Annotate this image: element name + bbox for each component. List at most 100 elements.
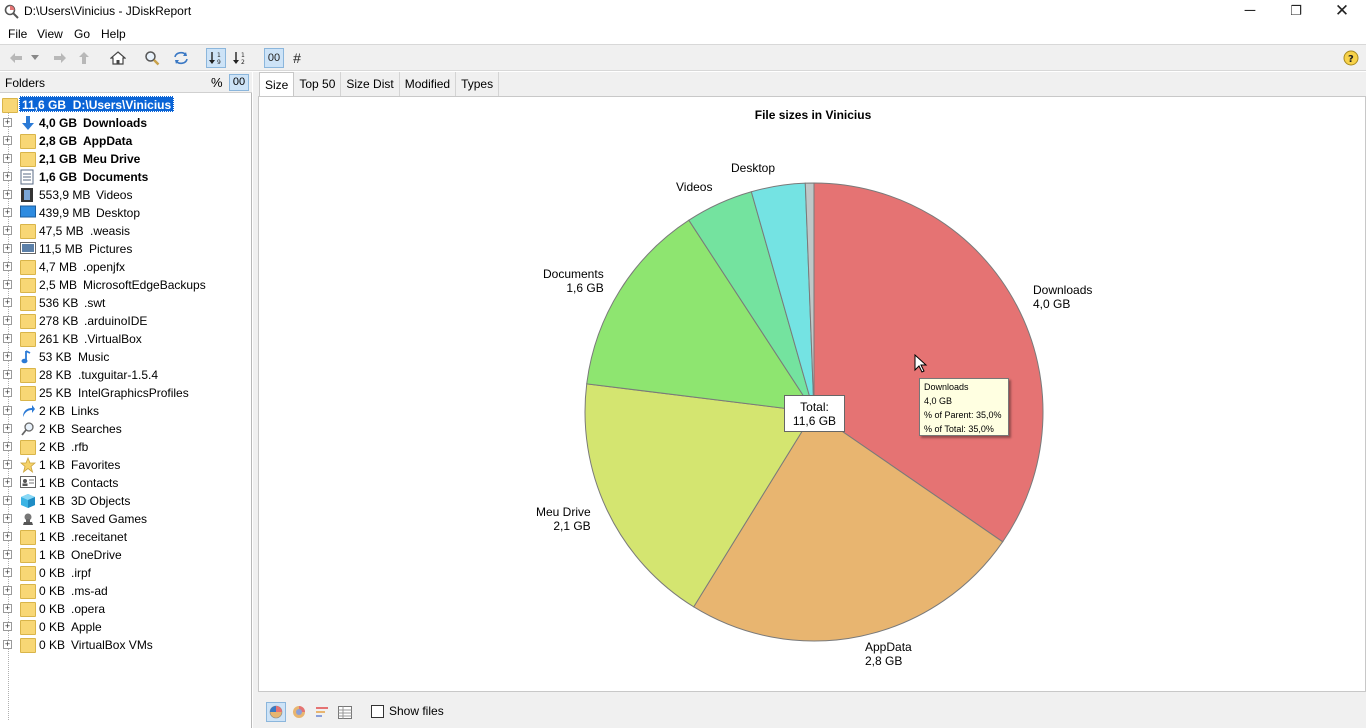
expand-icon[interactable]: + xyxy=(3,171,12,181)
expand-icon[interactable]: + xyxy=(3,243,12,253)
expand-icon[interactable]: + xyxy=(3,117,12,127)
tree-root[interactable]: 11,6 GB D:\Users\Vinicius xyxy=(0,96,250,114)
expand-icon[interactable]: + xyxy=(3,639,12,649)
tree-row[interactable]: +1 KB Saved Games xyxy=(0,510,250,528)
tab-types[interactable]: Types xyxy=(456,72,500,96)
tree-row[interactable]: +47,5 MB .weasis xyxy=(0,222,250,240)
close-button[interactable]: ✕ xyxy=(1334,1,1350,20)
expand-icon[interactable]: + xyxy=(3,621,12,631)
pie-slice-appdata[interactable] xyxy=(693,411,1004,642)
tree-row[interactable]: +1 KB 3D Objects xyxy=(0,492,250,510)
pie-chart-icon[interactable] xyxy=(266,702,286,722)
bar-chart-icon[interactable] xyxy=(312,702,332,722)
tree-row[interactable]: +0 KB .ms-ad xyxy=(0,582,250,600)
maximize-button[interactable]: ❐ xyxy=(1290,3,1302,18)
tab-size-dist[interactable]: Size Dist xyxy=(341,72,400,96)
tree-row[interactable]: +439,9 MB Desktop xyxy=(0,204,250,222)
expand-icon[interactable]: + xyxy=(3,369,12,379)
expand-icon[interactable]: + xyxy=(3,603,12,613)
tab-modified[interactable]: Modified xyxy=(400,72,457,96)
expand-icon[interactable]: + xyxy=(3,531,12,541)
show-files-checkbox[interactable] xyxy=(371,704,384,718)
tree-row[interactable]: +536 KB .swt xyxy=(0,294,250,312)
tree-row[interactable]: +2,5 MB MicrosoftEdgeBackups xyxy=(0,276,250,294)
expand-icon[interactable]: + xyxy=(3,207,12,217)
app-icon xyxy=(4,4,19,19)
tree-row[interactable]: +2 KB Searches xyxy=(0,420,250,438)
expand-icon[interactable]: + xyxy=(3,477,12,487)
tree-row[interactable]: +0 KB .irpf xyxy=(0,564,250,582)
tree-row[interactable]: +0 KB VirtualBox VMs xyxy=(0,636,250,654)
menu-go[interactable]: Go xyxy=(74,27,91,41)
size-format-button[interactable]: 00 xyxy=(264,48,284,68)
tree-row[interactable]: +28 KB .tuxguitar-1.5.4 xyxy=(0,366,250,384)
help-icon[interactable]: ? xyxy=(1341,48,1361,68)
expand-icon[interactable]: + xyxy=(3,495,12,505)
pie-slice-meu-drive[interactable] xyxy=(584,383,815,608)
tree-row[interactable]: +1 KB .receitanet xyxy=(0,528,250,546)
pie-slice-downloads[interactable] xyxy=(813,182,1044,543)
tree-row[interactable]: +1 KB OneDrive xyxy=(0,546,250,564)
minimize-button[interactable]: ─ xyxy=(1244,2,1256,19)
table-icon[interactable] xyxy=(335,702,355,722)
menu-help[interactable]: Help xyxy=(101,27,126,41)
expand-icon[interactable]: + xyxy=(3,279,12,289)
expand-icon[interactable]: + xyxy=(3,153,12,163)
expand-icon[interactable]: + xyxy=(3,423,12,433)
percent-toggle[interactable]: % xyxy=(211,75,223,90)
tree-row[interactable]: +2,1 GB Meu Drive xyxy=(0,150,250,168)
forward-icon[interactable] xyxy=(50,48,70,68)
expand-icon[interactable]: + xyxy=(3,405,12,415)
expand-icon[interactable]: + xyxy=(3,513,12,523)
expand-icon[interactable]: + xyxy=(3,387,12,397)
ring-chart-icon[interactable] xyxy=(289,702,309,722)
tab-top-50[interactable]: Top 50 xyxy=(294,72,342,96)
tree-row[interactable]: +553,9 MB Videos xyxy=(0,186,250,204)
menu-view[interactable]: View xyxy=(37,27,63,41)
expand-icon[interactable]: + xyxy=(3,549,12,559)
tree-row[interactable]: +53 KB Music xyxy=(0,348,250,366)
tree-row[interactable]: +0 KB Apple xyxy=(0,618,250,636)
tree-row[interactable]: +1,6 GB Documents xyxy=(0,168,250,186)
tree-row[interactable]: +25 KB IntelGraphicsProfiles xyxy=(0,384,250,402)
expand-icon[interactable]: + xyxy=(3,333,12,343)
up-icon[interactable] xyxy=(74,48,94,68)
refresh-icon[interactable] xyxy=(171,48,191,68)
tree-row[interactable]: +11,5 MB Pictures xyxy=(0,240,250,258)
tab-size[interactable]: Size xyxy=(259,72,295,96)
tree-row[interactable]: +1 KB Contacts xyxy=(0,474,250,492)
tree-row[interactable]: +1 KB Favorites xyxy=(0,456,250,474)
expand-icon[interactable]: + xyxy=(3,315,12,325)
tree-row[interactable]: +4,7 MB .openjfx xyxy=(0,258,250,276)
expand-icon[interactable]: + xyxy=(3,459,12,469)
expand-icon[interactable]: + xyxy=(3,351,12,361)
show-files-toggle[interactable]: Show files xyxy=(371,704,444,718)
search-icon[interactable] xyxy=(142,48,162,68)
tree-row[interactable]: +261 KB .VirtualBox xyxy=(0,330,250,348)
tree-row[interactable]: +2,8 GB AppData xyxy=(0,132,250,150)
size-toggle[interactable]: 00 xyxy=(229,74,249,91)
tree-row[interactable]: +278 KB .arduinoIDE xyxy=(0,312,250,330)
home-icon[interactable] xyxy=(108,48,128,68)
menu-file[interactable]: File xyxy=(8,27,28,41)
expand-icon[interactable]: + xyxy=(3,189,12,199)
count-format-button[interactable]: # xyxy=(293,50,301,66)
expand-icon[interactable]: + xyxy=(3,225,12,235)
expand-icon[interactable]: + xyxy=(3,585,12,595)
tree-row[interactable]: +2 KB .rfb xyxy=(0,438,250,456)
expand-icon[interactable]: + xyxy=(3,297,12,307)
pie-slice-other[interactable] xyxy=(804,182,815,413)
tree-row[interactable]: +0 KB .opera xyxy=(0,600,250,618)
pie-chart[interactable] xyxy=(259,97,1366,693)
expand-icon[interactable]: + xyxy=(3,441,12,451)
pie-slice-documents[interactable] xyxy=(586,219,816,413)
back-icon[interactable] xyxy=(6,48,26,68)
tree-row[interactable]: +2 KB Links xyxy=(0,402,250,420)
tree-row[interactable]: +4,0 GB Downloads xyxy=(0,114,250,132)
expand-icon[interactable]: + xyxy=(3,261,12,271)
dropdown-icon[interactable] xyxy=(28,48,42,68)
expand-icon[interactable]: + xyxy=(3,567,12,577)
expand-icon[interactable]: + xyxy=(3,135,12,145)
